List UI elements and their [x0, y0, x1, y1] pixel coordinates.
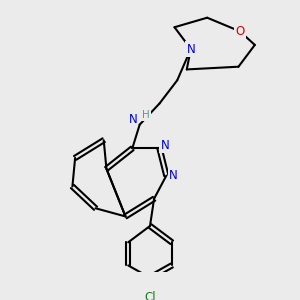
Text: Cl: Cl	[144, 291, 156, 300]
Text: N: N	[160, 139, 169, 152]
Text: O: O	[235, 25, 244, 38]
Text: H: H	[142, 110, 149, 120]
Text: N: N	[187, 43, 195, 56]
Text: N: N	[169, 169, 178, 182]
Text: N: N	[128, 113, 137, 126]
